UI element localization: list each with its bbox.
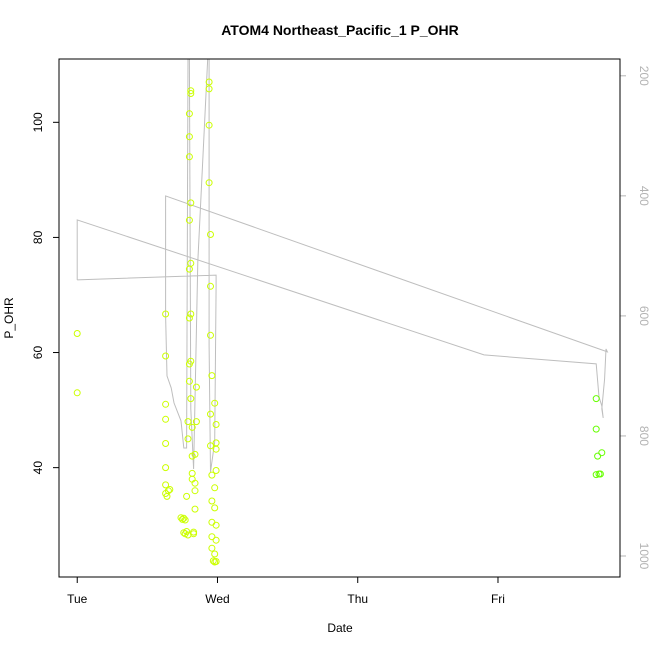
data-point bbox=[183, 528, 191, 535]
data-point bbox=[192, 383, 200, 391]
data-point bbox=[212, 521, 220, 529]
x-tick-label: Wed bbox=[205, 592, 229, 606]
data-point bbox=[598, 449, 606, 457]
data-point bbox=[187, 199, 195, 207]
data-point bbox=[212, 536, 220, 544]
data-point bbox=[212, 467, 220, 474]
y2-tick-label: 800 bbox=[637, 426, 650, 446]
data-point bbox=[177, 514, 185, 522]
y2-tick-label: 400 bbox=[637, 186, 650, 206]
data-point bbox=[205, 179, 213, 187]
data-point bbox=[178, 515, 186, 523]
data-point bbox=[185, 216, 193, 224]
data-point bbox=[162, 464, 170, 472]
data-point bbox=[184, 435, 192, 443]
data-point bbox=[162, 415, 170, 423]
y-axis-label: P_OHR bbox=[2, 297, 16, 339]
data-point bbox=[187, 87, 195, 95]
data-point bbox=[208, 372, 216, 380]
data-point bbox=[187, 90, 195, 97]
data-point bbox=[184, 418, 192, 426]
y2-tick-label: 600 bbox=[637, 306, 650, 326]
data-point bbox=[211, 484, 219, 492]
data-point bbox=[180, 514, 188, 522]
data-point bbox=[183, 492, 191, 500]
data-point bbox=[187, 395, 195, 403]
data-point bbox=[188, 469, 196, 477]
data-point bbox=[211, 504, 219, 512]
data-point bbox=[208, 518, 216, 526]
data-point bbox=[185, 133, 193, 141]
x-tick-label: Fri bbox=[491, 592, 505, 606]
chart-title: ATOM4 Northeast_Pacific_1 P_OHR bbox=[221, 22, 459, 38]
data-point bbox=[207, 331, 214, 339]
data-point bbox=[185, 153, 193, 161]
x-axis-label: Date bbox=[327, 621, 353, 635]
x-tick-label: Thu bbox=[347, 592, 368, 606]
plot-area: Tue Wed Thu Fri 40 60 80 100 200 400 600 800 1000 bbox=[31, 59, 650, 606]
data-point bbox=[191, 479, 199, 487]
data-point bbox=[162, 481, 170, 489]
data-point bbox=[164, 487, 172, 495]
y-tick-label: 60 bbox=[31, 346, 45, 360]
data-point bbox=[595, 470, 603, 478]
data-point bbox=[73, 389, 81, 397]
data-point bbox=[207, 231, 214, 238]
data-point bbox=[208, 471, 216, 479]
data-point bbox=[208, 544, 216, 552]
data-point bbox=[162, 400, 170, 408]
data-point bbox=[207, 282, 214, 290]
data-point bbox=[166, 486, 174, 493]
data-point bbox=[185, 377, 193, 385]
data-point bbox=[162, 310, 170, 318]
data-point bbox=[162, 440, 170, 447]
y-tick-label: 40 bbox=[31, 461, 45, 475]
data-point bbox=[188, 423, 196, 431]
plot-frame bbox=[58, 58, 621, 578]
data-point bbox=[191, 505, 199, 513]
data-point bbox=[190, 528, 198, 536]
plot-marks bbox=[73, 59, 609, 566]
data-point bbox=[212, 421, 220, 428]
data-point bbox=[192, 418, 200, 426]
data-point bbox=[187, 259, 195, 267]
y2-tick-label: 200 bbox=[637, 66, 650, 86]
data-point bbox=[191, 450, 199, 458]
depth-profile-line bbox=[76, 59, 609, 473]
data-point bbox=[211, 550, 219, 558]
data-point bbox=[162, 352, 170, 360]
data-point bbox=[212, 439, 220, 447]
data-point bbox=[187, 310, 195, 318]
data-point bbox=[205, 85, 213, 93]
data-point bbox=[191, 487, 199, 495]
data-point bbox=[207, 410, 214, 418]
data-point bbox=[187, 357, 195, 365]
data-point bbox=[592, 471, 600, 479]
data-point bbox=[185, 314, 193, 322]
data-point bbox=[208, 533, 216, 541]
data-point bbox=[592, 395, 600, 403]
data-point bbox=[205, 78, 213, 86]
data-point bbox=[181, 516, 189, 524]
data-point bbox=[208, 497, 216, 505]
data-point bbox=[212, 558, 220, 565]
data-point bbox=[73, 330, 81, 337]
y-tick-label: 100 bbox=[31, 112, 45, 132]
data-point bbox=[211, 399, 219, 407]
data-point bbox=[185, 110, 193, 118]
y2-tick-label: 1000 bbox=[637, 543, 650, 570]
y-tick-label: 80 bbox=[31, 230, 45, 244]
data-point bbox=[209, 557, 217, 565]
data-point bbox=[592, 425, 600, 433]
data-point bbox=[207, 442, 214, 450]
x-tick-label: Tue bbox=[67, 592, 88, 606]
data-point bbox=[594, 452, 602, 460]
data-point bbox=[205, 121, 213, 129]
